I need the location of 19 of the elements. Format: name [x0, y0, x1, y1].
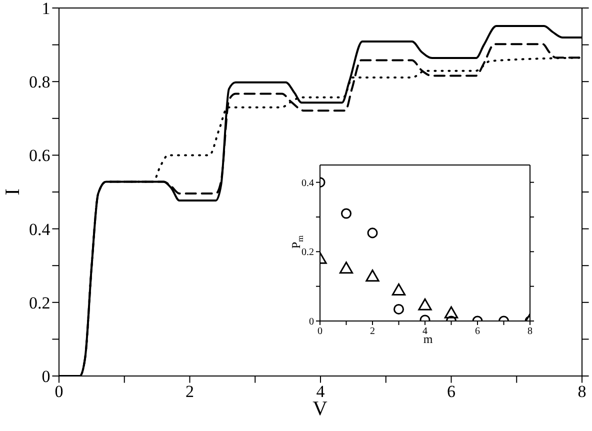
x-tick-label: 6 [475, 326, 480, 338]
y-tick-label: 0.4 [28, 220, 51, 239]
x-tick-label: 2 [370, 326, 375, 338]
y-tick-label: 0 [42, 367, 50, 386]
y-tick-label: 0.8 [28, 72, 50, 92]
y-tick-label: 0.2 [302, 247, 314, 258]
x-tick-label: 0 [318, 326, 322, 338]
x-tick-label: 8 [578, 382, 586, 401]
y-tick-label: 0.2 [28, 293, 50, 312]
x-tick-label: 6 [447, 382, 456, 401]
y-axis-title: I [2, 188, 24, 196]
x-tick-label: 0 [54, 382, 64, 401]
x-tick-label: 8 [528, 326, 532, 338]
x-tick-label: 4 [422, 326, 428, 338]
x-tick-label: 2 [186, 382, 194, 401]
y-tick-label: 0 [309, 316, 314, 328]
y-tick-label: 0.4 [302, 178, 314, 189]
y-tick-label: 1 [42, 0, 50, 18]
y-tick-label: 0.6 [28, 146, 50, 166]
